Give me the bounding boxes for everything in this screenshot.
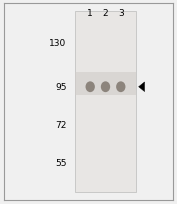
Bar: [75, 12, 136, 192]
Bar: [75, 73, 136, 95]
Text: 1: 1: [87, 9, 93, 18]
Text: 72: 72: [55, 120, 66, 129]
Text: 2: 2: [103, 9, 108, 18]
Ellipse shape: [116, 82, 125, 93]
Ellipse shape: [85, 82, 95, 93]
Ellipse shape: [101, 82, 110, 93]
Text: 3: 3: [118, 9, 124, 18]
Text: 55: 55: [55, 158, 66, 167]
Text: 95: 95: [55, 83, 66, 92]
Text: 130: 130: [49, 39, 66, 48]
Polygon shape: [139, 82, 145, 92]
